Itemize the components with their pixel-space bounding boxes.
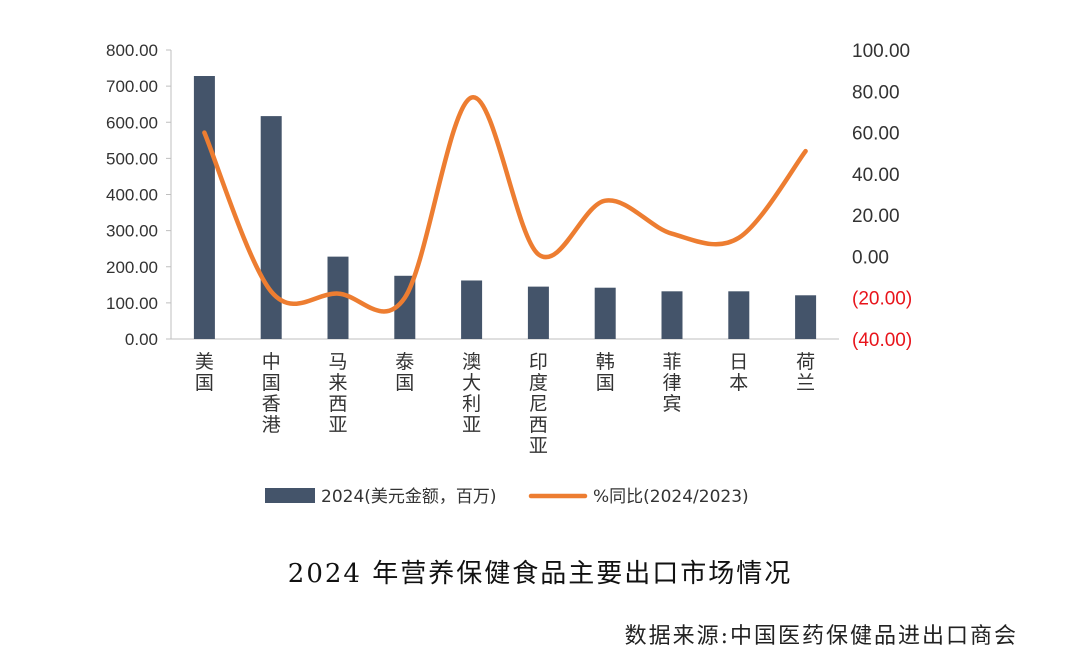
legend-bar-swatch [265,488,315,503]
bar [527,286,549,339]
bar [661,291,683,339]
category-label: 泰国 [395,351,414,394]
chart-caption: 2024 年营养保健食品主要出口市场情况 [287,559,793,589]
left-tick-label: 400.00 [106,186,158,205]
right-tick-label: 20.00 [852,206,900,227]
category-label: 韩国 [596,351,615,394]
right-axis: 100.00 80.00 60.00 40.00 20.00 0.00 (20.00) (40… [852,41,912,351]
bar-series [193,76,817,339]
left-tick-label: 700.00 [106,77,158,96]
left-tick-label: 0.00 [125,330,158,349]
category-label: 日本 [729,351,748,394]
right-tick-label: 0.00 [852,247,889,268]
yoy-line [202,95,808,314]
category-label: 澳大利亚 [462,351,481,436]
category-label: 荷兰 [796,351,815,394]
right-tick-label: 40.00 [852,165,900,186]
left-tick-label: 500.00 [106,149,158,168]
left-tick-label: 100.00 [106,294,158,313]
left-tick-label: 800.00 [106,41,158,60]
category-labels: 美国 中国香港 马来西亚 泰国 澳大利亚 印度尼西亚 韩国 菲律宾 日本 荷兰 [195,351,815,457]
left-tick-label: 300.00 [106,222,158,241]
left-axis: 800.00 700.00 600.00 500.00 400.00 300.00 200.… [106,41,839,349]
bar [260,116,282,339]
bar [594,287,616,339]
bar [193,76,215,339]
legend-line-label: %同比(2024/2023) [593,487,749,507]
right-tick-label: (20.00) [852,289,912,310]
chart: 800.00 700.00 600.00 500.00 400.00 300.00 200.… [106,41,912,507]
left-tick-label: 600.00 [106,113,158,132]
category-label: 印度尼西亚 [529,351,548,457]
bar [461,280,483,339]
right-tick-label: 80.00 [852,82,900,103]
right-tick-label: 60.00 [852,124,900,145]
bar [795,295,817,339]
category-label: 马来西亚 [328,351,347,436]
bar [728,291,750,339]
category-label: 菲律宾 [662,351,681,415]
line-series [202,95,808,314]
legend: 2024(美元金额，百万) %同比(2024/2023) [265,487,749,507]
legend-bar-label: 2024(美元金额，百万) [321,487,497,507]
left-tick-label: 200.00 [106,258,158,277]
category-label: 美国 [195,351,214,394]
data-source: 数据来源:中国医药保健品进出口商会 [624,624,1018,649]
right-tick-label: (40.00) [852,330,912,351]
bar [327,256,349,339]
category-label: 中国香港 [262,351,281,436]
right-tick-label: 100.00 [852,41,910,62]
